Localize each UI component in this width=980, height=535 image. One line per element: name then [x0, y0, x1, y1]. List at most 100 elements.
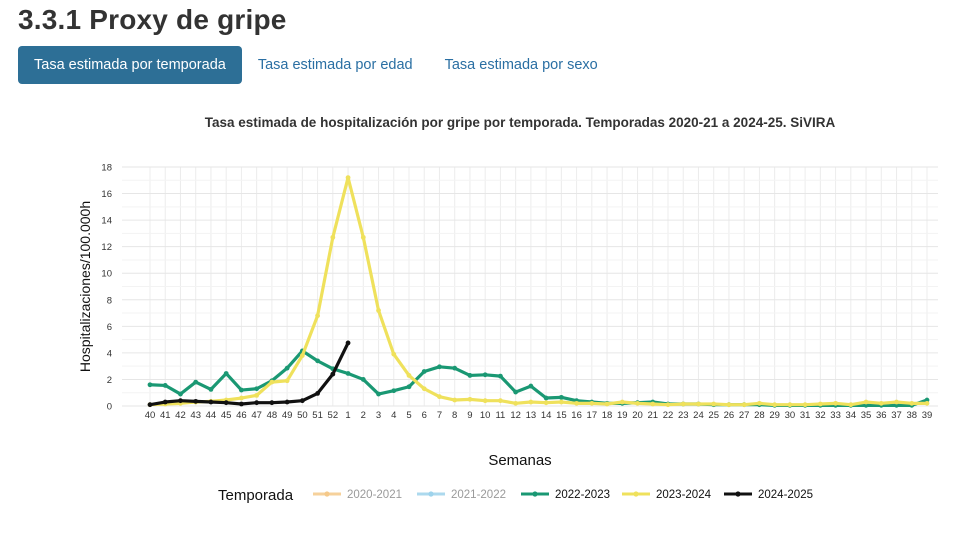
x-tick-label: 20 — [632, 410, 643, 421]
x-tick-label: 38 — [906, 410, 917, 421]
x-tick-label: 37 — [891, 410, 902, 421]
data-point-2023-2024 — [802, 402, 808, 408]
data-point-2024-2025 — [178, 398, 183, 404]
data-point-2023-2024 — [665, 402, 671, 408]
data-point-2022-2023 — [863, 402, 869, 408]
data-point-2023-2024 — [650, 401, 656, 407]
x-tick-label: 26 — [724, 410, 735, 421]
x-tick-label: 52 — [328, 410, 339, 421]
x-tick-label: 28 — [754, 410, 765, 421]
data-point-2022-2023 — [193, 379, 199, 385]
data-point-2023-2024 — [619, 399, 625, 405]
data-point-2022-2023 — [452, 365, 458, 371]
tab-rate-by-sex[interactable]: Tasa estimada por sexo — [444, 57, 598, 73]
data-point-2023-2024 — [741, 402, 747, 408]
data-point-2024-2025 — [239, 401, 244, 407]
x-tick-label: 23 — [678, 410, 689, 421]
x-tick-label: 16 — [571, 410, 582, 421]
x-tick-label: 34 — [846, 410, 857, 421]
y-tick-label: 10 — [101, 269, 112, 280]
data-point-2023-2024 — [574, 400, 579, 406]
x-tick-label: 14 — [541, 410, 552, 421]
x-tick-label: 44 — [206, 410, 217, 421]
data-point-2022-2023 — [406, 384, 412, 390]
x-tick-label: 15 — [556, 410, 567, 421]
x-tick-label: 41 — [160, 410, 171, 421]
data-point-2024-2025 — [345, 340, 351, 346]
y-axis-label: Hospitalizaciones/100.000h — [77, 201, 93, 372]
data-point-2024-2025 — [254, 400, 260, 406]
legend-label-2023-2024: 2023-2024 — [656, 489, 712, 501]
y-tick-label: 0 — [107, 402, 112, 413]
x-tick-label: 36 — [876, 410, 887, 421]
data-point-2024-2025 — [315, 390, 320, 396]
x-tick-label: 2 — [361, 410, 366, 421]
data-point-2022-2023 — [437, 364, 442, 370]
data-point-2023-2024 — [299, 353, 305, 358]
data-point-2023-2024 — [421, 386, 427, 392]
x-tick-label: 19 — [617, 410, 628, 421]
data-point-2023-2024 — [467, 396, 473, 402]
tab-rate-by-season[interactable]: Tasa estimada por temporada — [18, 46, 242, 84]
x-tick-label: 47 — [251, 410, 262, 421]
x-tick-label: 25 — [708, 410, 719, 421]
tab-rate-by-age[interactable]: Tasa estimada por edad — [257, 57, 413, 73]
legend-label-2020-2021: 2020-2021 — [347, 489, 402, 501]
data-point-2023-2024 — [787, 402, 793, 408]
data-point-2023-2024 — [680, 401, 686, 407]
data-point-2022-2023 — [558, 394, 564, 400]
x-axis-label: Semanas — [488, 452, 551, 469]
data-point-2023-2024 — [589, 400, 595, 406]
data-point-2023-2024 — [391, 351, 397, 357]
data-point-2023-2024 — [924, 400, 930, 406]
data-point-2022-2023 — [528, 383, 534, 389]
data-point-2024-2025 — [208, 399, 214, 405]
data-point-2023-2024 — [833, 400, 838, 406]
x-tick-label: 43 — [190, 410, 201, 421]
x-tick-label: 29 — [769, 410, 780, 421]
data-point-2023-2024 — [543, 400, 549, 406]
x-tick-label: 30 — [785, 410, 796, 421]
x-tick-label: 10 — [480, 410, 491, 421]
data-point-2023-2024 — [360, 234, 366, 240]
x-tick-label: 48 — [267, 410, 278, 421]
y-tick-label: 14 — [101, 216, 112, 227]
data-point-2024-2025 — [193, 398, 199, 404]
chart-container: Tasa estimada de hospitalización por gri… — [0, 100, 980, 520]
tab-bar: Tasa estimada por temporada Tasa estimad… — [18, 46, 614, 84]
data-point-2022-2023 — [498, 373, 503, 379]
x-tick-label: 33 — [830, 410, 841, 421]
x-tick-label: 5 — [406, 410, 411, 421]
x-tick-label: 46 — [236, 410, 247, 421]
y-tick-label: 18 — [101, 163, 112, 174]
data-point-2023-2024 — [772, 402, 778, 408]
legend-label-2024-2025: 2024-2025 — [758, 489, 813, 501]
y-tick-label: 2 — [107, 375, 112, 386]
x-tick-label: 9 — [467, 410, 472, 421]
x-tick-label: 8 — [452, 410, 457, 421]
data-point-2023-2024 — [406, 373, 412, 378]
legend-title: Temporada — [218, 487, 294, 504]
data-point-2023-2024 — [878, 400, 884, 406]
data-point-2023-2024 — [482, 398, 488, 404]
data-point-2022-2023 — [421, 369, 427, 374]
data-point-2023-2024 — [635, 400, 640, 406]
x-tick-label: 45 — [221, 410, 232, 421]
data-point-2023-2024 — [513, 400, 519, 406]
x-tick-label: 11 — [495, 410, 505, 421]
data-point-2023-2024 — [452, 397, 458, 403]
data-point-2023-2024 — [315, 313, 320, 319]
data-point-2023-2024 — [757, 400, 762, 406]
data-point-2022-2023 — [315, 358, 320, 364]
data-point-2024-2025 — [284, 399, 290, 405]
data-point-2024-2025 — [330, 371, 336, 377]
data-point-2022-2023 — [376, 391, 381, 397]
data-point-2022-2023 — [391, 388, 397, 394]
data-point-2024-2025 — [162, 399, 168, 405]
data-point-2022-2023 — [239, 387, 244, 393]
y-tick-label: 12 — [101, 242, 112, 253]
x-tick-label: 18 — [602, 410, 613, 421]
legend-label-2021-2022: 2021-2022 — [451, 489, 506, 501]
data-point-2023-2024 — [863, 399, 869, 405]
data-point-2022-2023 — [284, 365, 290, 371]
